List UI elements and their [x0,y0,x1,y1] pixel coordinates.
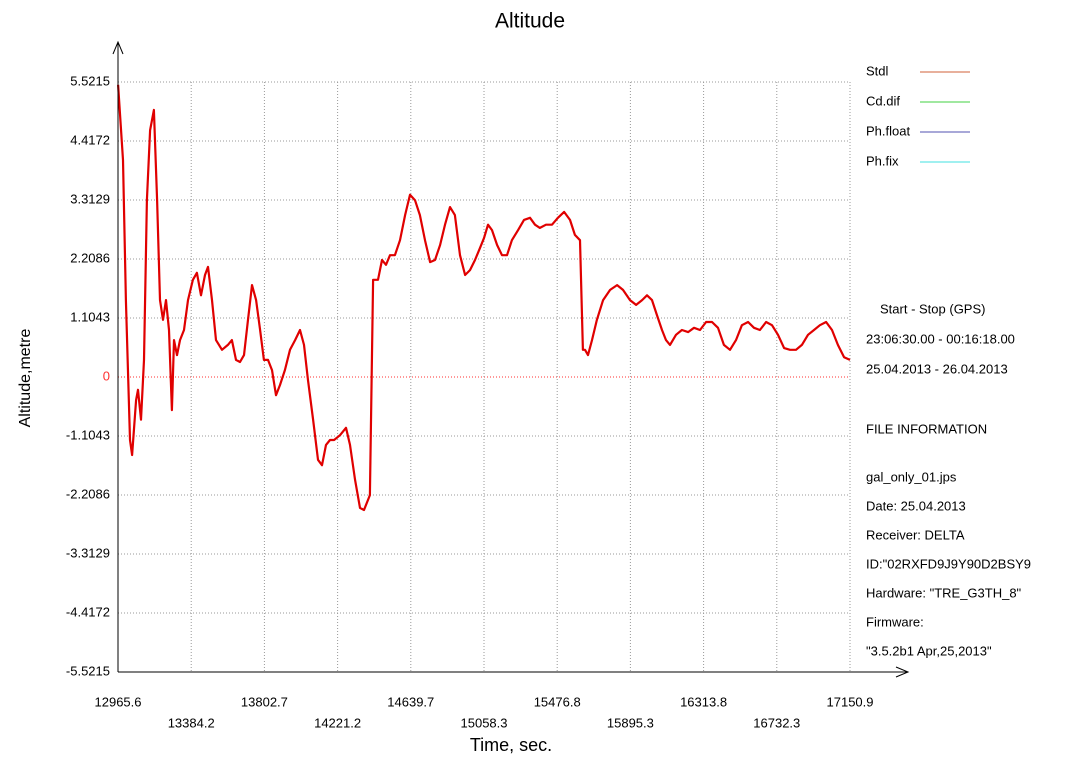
legend-label: Cd.dif [866,93,900,108]
x-tick-label: 13384.2 [168,715,215,730]
info-text: gal_only_01.jps [866,469,957,484]
x-tick-label: 16732.3 [753,715,800,730]
y-tick-label: 5.5215 [70,73,110,88]
info-text: Date: 25.04.2013 [866,498,966,513]
y-tick-label: 3.3129 [70,191,110,206]
x-tick-label: 15058.3 [461,715,508,730]
info-text: Hardware: "TRE_G3TH_8" [866,585,1022,600]
y-tick-label: -2.2086 [66,486,110,501]
info-text: Start - Stop (GPS) [880,301,985,316]
x-tick-label: 14639.7 [387,694,434,709]
info-text: Firmware: [866,614,924,629]
y-tick-label: -4.4172 [66,604,110,619]
x-tick-label: 14221.2 [314,715,361,730]
x-tick-label: 13802.7 [241,694,288,709]
legend-label: Stdl [866,63,889,78]
y-tick-label: 1.1043 [70,309,110,324]
y-tick-label: -3.3129 [66,545,110,560]
axes [112,40,910,678]
x-tick-label: 15895.3 [607,715,654,730]
x-tick-label: 12965.6 [95,694,142,709]
legend-label: Ph.fix [866,153,899,168]
y-tick-label: 0 [103,368,110,383]
x-tick-label: 16313.8 [680,694,727,709]
x-tick-label: 17150.9 [827,694,874,709]
info-text: 25.04.2013 - 26.04.2013 [866,361,1008,376]
info-text: FILE INFORMATION [866,421,987,436]
chart-title: Altitude [495,10,565,33]
x-tick-label: 15476.8 [534,694,581,709]
y-tick-label: 4.4172 [70,132,110,147]
info-text: "3.5.2b1 Apr,25,2013" [866,643,992,658]
info-text: 23:06:30.00 - 00:16:18.00 [866,331,1015,346]
info-text: ID:"02RXFD9J9Y90D2BSY9 [866,556,1031,571]
data-line [117,84,851,512]
x-axis-label: Time, sec. [470,735,552,755]
legend-label: Ph.float [866,123,910,138]
y-tick-label: -1.1043 [66,427,110,442]
y-axis-label: Altitude,metre [17,329,34,428]
info-text: Receiver: DELTA [866,527,965,542]
y-tick-label: -5.5215 [66,663,110,678]
y-tick-label: 2.2086 [70,250,110,265]
